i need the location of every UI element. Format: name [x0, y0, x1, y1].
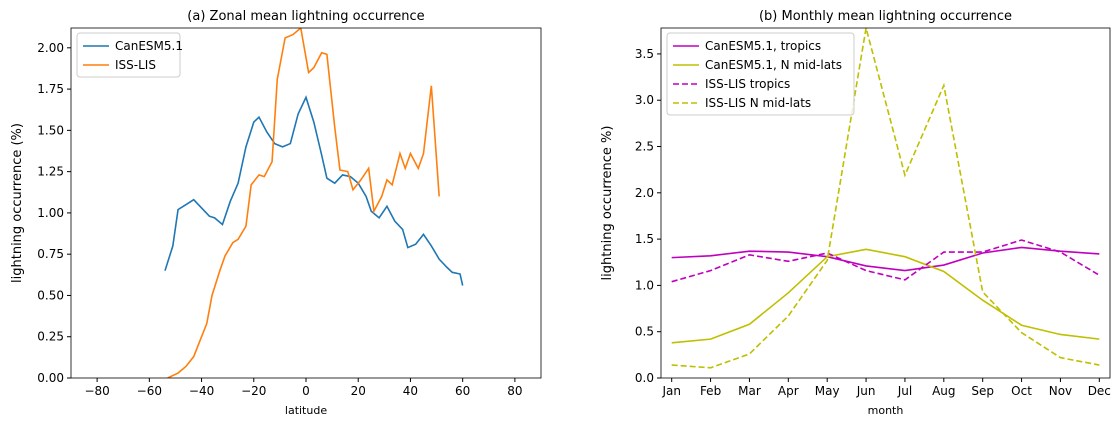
- x-tick-label: Sep: [971, 384, 994, 398]
- y-axis-label: lightning occurrence (%): [10, 123, 25, 283]
- x-tick-label: Nov: [1049, 384, 1072, 398]
- x-tick-label: Mar: [738, 384, 761, 398]
- x-tick-label: May: [815, 384, 840, 398]
- y-tick-label: 3.0: [635, 93, 654, 107]
- subplot-title: (a) Zonal mean lightning occurrence: [187, 9, 424, 24]
- x-tick-label: Oct: [1011, 384, 1032, 398]
- legend-label: CanESM5.1: [115, 39, 183, 53]
- x-tick-label: 80: [507, 384, 522, 398]
- x-tick-label: Feb: [700, 384, 721, 398]
- x-tick-label: 20: [351, 384, 366, 398]
- x-tick-label: Jan: [661, 384, 681, 398]
- x-tick-label: Apr: [778, 384, 799, 398]
- y-tick-label: 2.00: [37, 41, 64, 55]
- x-axis-label: month: [868, 404, 904, 417]
- x-tick-label: −20: [241, 384, 266, 398]
- y-tick-label: 2.5: [635, 140, 654, 154]
- legend-label: CanESM5.1, tropics: [705, 39, 821, 53]
- legend-label: ISS-LIS tropics: [705, 77, 790, 91]
- series-line: [167, 28, 440, 378]
- axes-frame: [660, 27, 1111, 379]
- subplot: (a) Zonal mean lightning occurrence latit…: [10, 9, 542, 417]
- x-tick-label: Aug: [932, 384, 955, 398]
- series-line: [164, 95, 464, 286]
- y-tick-label: 1.5: [635, 232, 654, 246]
- legend-box: [76, 32, 181, 78]
- x-tick-label: Dec: [1088, 384, 1111, 398]
- x-tick-label: 0: [302, 384, 310, 398]
- y-tick-label: 1.25: [37, 165, 64, 179]
- legend: CanESM5.1, tropics CanESM5.1, N mid-lats I…: [666, 32, 855, 116]
- subplot: (b) Monthly mean lightning occurrence mon…: [600, 9, 1111, 417]
- x-tick-label: Jul: [897, 384, 912, 398]
- x-tick-label: −40: [189, 384, 214, 398]
- x-tick-label: 40: [403, 384, 418, 398]
- series-line: [671, 248, 1100, 344]
- y-tick-label: 0.25: [37, 330, 64, 344]
- x-tick-label: 60: [455, 384, 470, 398]
- y-tick-label: 1.50: [37, 123, 64, 137]
- series-line: [671, 246, 1100, 272]
- y-tick-label: 3.5: [635, 47, 654, 61]
- y-tick-label: 2.0: [635, 186, 654, 200]
- y-tick-label: 0.00: [37, 371, 64, 385]
- legend: CanESM5.1 ISS-LIS: [76, 32, 183, 78]
- axes-frame: [70, 27, 542, 379]
- series-line: [671, 239, 1100, 283]
- series-line: [671, 28, 1100, 369]
- y-tick-label: 0.75: [37, 247, 64, 261]
- legend-label: ISS-LIS: [115, 58, 156, 72]
- y-tick-label: 1.75: [37, 82, 64, 96]
- y-axis-label: lightning occurrence %): [600, 126, 615, 281]
- subplot-title: (b) Monthly mean lightning occurrence: [759, 9, 1012, 24]
- y-tick-label: 0.50: [37, 288, 64, 302]
- x-tick-label: −80: [84, 384, 109, 398]
- y-tick-label: 1.0: [635, 278, 654, 292]
- y-tick-label: 0.0: [635, 371, 654, 385]
- x-axis-label: latitude: [285, 404, 327, 417]
- legend-label: ISS-LIS N mid-lats: [705, 96, 811, 110]
- legend-box: [666, 32, 855, 116]
- x-tick-label: −60: [137, 384, 162, 398]
- x-tick-label: Jun: [856, 384, 876, 398]
- y-tick-label: 1.00: [37, 206, 64, 220]
- y-tick-label: 0.5: [635, 325, 654, 339]
- legend-label: CanESM5.1, N mid-lats: [705, 58, 842, 72]
